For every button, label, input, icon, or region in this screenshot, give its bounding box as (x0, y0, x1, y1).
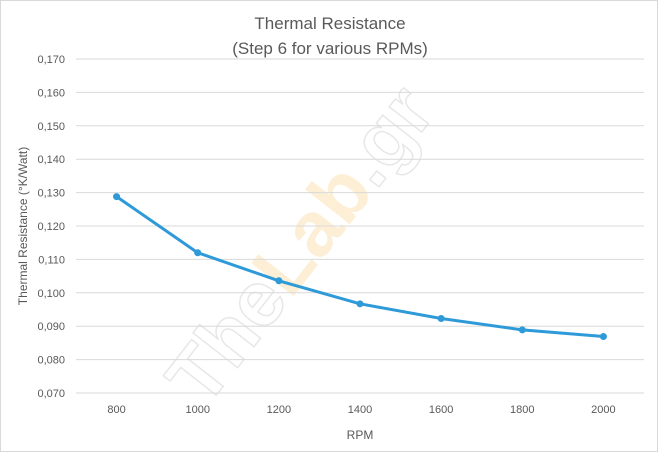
y-tick-label: 0,100 (37, 288, 65, 300)
data-point (518, 326, 526, 334)
data-point (437, 315, 445, 323)
data-point (275, 277, 283, 285)
y-tick-label: 0,170 (37, 54, 65, 66)
y-tick-label: 0,090 (37, 321, 65, 333)
x-tick-label: 1800 (510, 404, 534, 416)
x-tick-label: 800 (107, 404, 125, 416)
x-tick-label: 1000 (185, 404, 209, 416)
y-tick-label: 0,120 (37, 221, 65, 233)
y-tick-label: 0,160 (37, 87, 65, 99)
x-tick-label: 1200 (267, 404, 291, 416)
y-axis-label: Thermal Resistance (°K/Watt) (16, 147, 30, 305)
x-tick-label: 1600 (429, 404, 453, 416)
x-tick-label: 2000 (591, 404, 615, 416)
chart-subtitle: (Step 6 for various RPMs) (232, 39, 428, 58)
y-tick-label: 0,130 (37, 188, 65, 200)
data-point (194, 249, 202, 257)
data-point (356, 300, 364, 308)
chart-title: Thermal Resistance (254, 14, 405, 33)
y-tick-label: 0,080 (37, 355, 65, 367)
y-tick-label: 0,140 (37, 154, 65, 166)
x-tick-label: 1400 (348, 404, 372, 416)
watermark-logo: TheLab.gr (148, 68, 451, 421)
data-point (599, 333, 607, 341)
y-tick-label: 0,110 (38, 254, 65, 266)
y-tick-label: 0,070 (37, 388, 65, 400)
data-point (113, 193, 121, 201)
svg-text:TheLab.gr: TheLab.gr (149, 69, 450, 420)
x-axis-label: RPM (347, 428, 374, 442)
y-tick-label: 0,150 (37, 121, 65, 133)
